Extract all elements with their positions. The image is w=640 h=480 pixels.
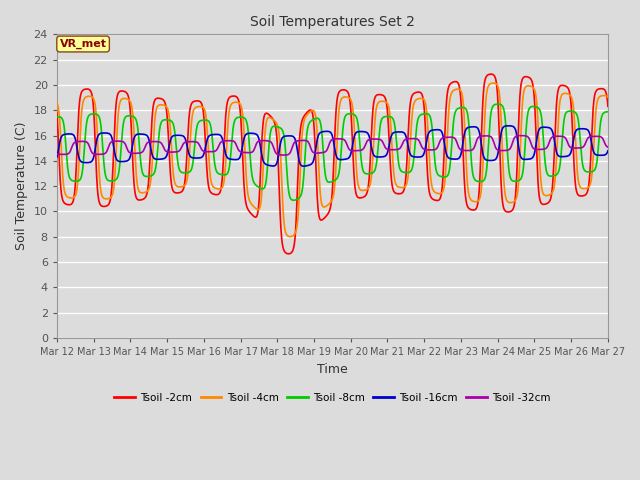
Tsoil -8cm bbox=[493, 101, 500, 107]
Legend: Tsoil -2cm, Tsoil -4cm, Tsoil -8cm, Tsoil -16cm, Tsoil -32cm: Tsoil -2cm, Tsoil -4cm, Tsoil -8cm, Tsoi… bbox=[110, 389, 555, 407]
Tsoil -32cm bbox=[493, 146, 500, 152]
Tsoil -16cm bbox=[349, 143, 356, 149]
Line: Tsoil -16cm: Tsoil -16cm bbox=[57, 126, 608, 166]
Tsoil -2cm bbox=[360, 194, 368, 200]
Tsoil -2cm bbox=[493, 84, 500, 90]
Line: Tsoil -4cm: Tsoil -4cm bbox=[57, 83, 608, 237]
Tsoil -32cm bbox=[280, 152, 288, 158]
Tsoil -2cm bbox=[207, 189, 214, 195]
Tsoil -8cm bbox=[604, 109, 612, 115]
Tsoil -32cm bbox=[207, 149, 214, 155]
Tsoil -8cm bbox=[556, 164, 564, 170]
Title: Soil Temperatures Set 2: Soil Temperatures Set 2 bbox=[250, 15, 415, 29]
Tsoil -16cm bbox=[300, 163, 307, 169]
Line: Tsoil -8cm: Tsoil -8cm bbox=[57, 104, 608, 200]
Tsoil -4cm bbox=[604, 95, 612, 100]
Tsoil -4cm bbox=[493, 82, 500, 87]
Tsoil -4cm bbox=[207, 175, 214, 180]
Tsoil -4cm bbox=[286, 234, 294, 240]
Tsoil -2cm bbox=[487, 71, 495, 77]
Tsoil -2cm bbox=[53, 109, 61, 115]
Tsoil -4cm bbox=[571, 127, 579, 133]
Tsoil -16cm bbox=[493, 155, 500, 161]
Tsoil -4cm bbox=[490, 80, 497, 86]
Tsoil -8cm bbox=[360, 170, 368, 176]
Tsoil -16cm bbox=[504, 123, 512, 129]
Tsoil -4cm bbox=[53, 100, 61, 106]
Tsoil -16cm bbox=[207, 132, 214, 138]
Line: Tsoil -2cm: Tsoil -2cm bbox=[57, 74, 608, 254]
Tsoil -8cm bbox=[349, 111, 356, 117]
Tsoil -8cm bbox=[571, 109, 579, 115]
Tsoil -8cm bbox=[290, 197, 298, 203]
Tsoil -32cm bbox=[360, 144, 368, 150]
Tsoil -4cm bbox=[360, 187, 368, 193]
Tsoil -8cm bbox=[53, 114, 61, 120]
Tsoil -8cm bbox=[207, 122, 214, 128]
Tsoil -16cm bbox=[53, 154, 61, 160]
Tsoil -2cm bbox=[604, 104, 612, 109]
Text: VR_met: VR_met bbox=[60, 39, 107, 49]
Y-axis label: Soil Temperature (C): Soil Temperature (C) bbox=[15, 122, 28, 251]
Tsoil -16cm bbox=[604, 148, 612, 154]
Tsoil -4cm bbox=[556, 100, 564, 106]
Tsoil -32cm bbox=[556, 133, 564, 139]
Tsoil -32cm bbox=[571, 145, 579, 151]
Tsoil -32cm bbox=[517, 133, 525, 139]
Tsoil -32cm bbox=[349, 148, 356, 154]
Tsoil -2cm bbox=[571, 177, 579, 183]
Tsoil -2cm bbox=[556, 84, 564, 89]
Tsoil -32cm bbox=[53, 151, 61, 156]
Tsoil -4cm bbox=[349, 103, 356, 109]
Line: Tsoil -32cm: Tsoil -32cm bbox=[57, 136, 608, 155]
Tsoil -32cm bbox=[604, 144, 612, 150]
Tsoil -16cm bbox=[571, 130, 579, 136]
Tsoil -2cm bbox=[349, 139, 356, 144]
X-axis label: Time: Time bbox=[317, 362, 348, 376]
Tsoil -8cm bbox=[494, 101, 502, 107]
Tsoil -2cm bbox=[285, 251, 292, 257]
Tsoil -16cm bbox=[556, 154, 564, 159]
Tsoil -16cm bbox=[360, 129, 368, 134]
